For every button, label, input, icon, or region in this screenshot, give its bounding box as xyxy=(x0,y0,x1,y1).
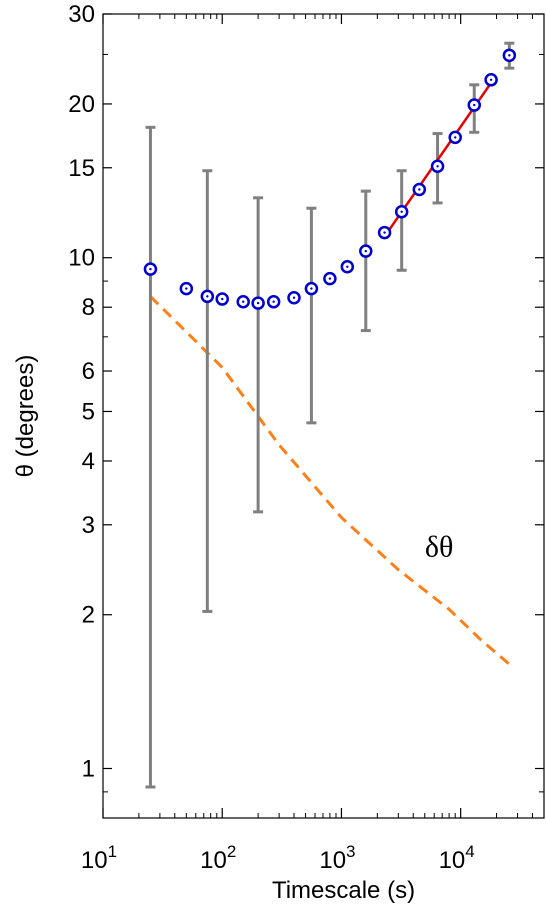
x-tick-label: 104 xyxy=(439,842,475,874)
annotation-delta-theta: δθ xyxy=(425,531,454,564)
axes-layer: 1 2 3 4 5 6 8 10 15 20 30 101 102 103 104 δθ xyxy=(68,1,545,874)
data-point-center xyxy=(256,301,260,305)
y-tick-label: 10 xyxy=(68,245,95,272)
data-point-center xyxy=(328,277,332,280)
y-tick-label: 8 xyxy=(82,294,95,321)
y-tick-label: 1 xyxy=(82,755,95,782)
y-tick-label: 15 xyxy=(68,155,95,182)
x-tick-label: 102 xyxy=(200,842,236,874)
data-point-center xyxy=(242,300,245,303)
y-axis-label: θ (degrees) xyxy=(12,355,39,478)
data-point-center xyxy=(346,265,349,268)
data-point-center xyxy=(454,136,457,139)
y-tick-label: 3 xyxy=(82,512,95,539)
data-point-center xyxy=(272,300,275,303)
y-tick-label: 4 xyxy=(82,448,95,475)
y-tick-label: 5 xyxy=(82,398,95,425)
x-tick-label: 103 xyxy=(319,842,355,874)
data-point-center xyxy=(473,103,476,107)
data-point-center xyxy=(508,54,511,57)
data-point-center xyxy=(364,249,367,253)
data-point-center xyxy=(292,296,296,299)
data-point-center xyxy=(185,287,188,290)
data-point-center xyxy=(436,165,439,168)
x-tick-label: 101 xyxy=(81,842,117,874)
data-point-center xyxy=(400,210,403,213)
data-point-center xyxy=(310,287,313,290)
data-point-center xyxy=(418,188,421,191)
data-point-center xyxy=(221,297,224,301)
data-point-center xyxy=(489,78,493,81)
y-tick-label: 2 xyxy=(82,602,95,629)
data-point-center xyxy=(206,295,209,298)
labels-layer: Timescale (s) θ (degrees) xyxy=(12,355,415,904)
data-point-center xyxy=(149,267,152,271)
x-axis-label: Timescale (s) xyxy=(272,877,415,904)
dashed-series-line xyxy=(149,295,511,666)
plot-frame xyxy=(102,13,545,819)
data-point-center xyxy=(383,231,386,234)
y-tick-label: 6 xyxy=(82,358,95,385)
marks-layer xyxy=(143,41,517,789)
y-tick-label: 20 xyxy=(68,91,95,118)
y-tick-label: 30 xyxy=(68,1,95,28)
